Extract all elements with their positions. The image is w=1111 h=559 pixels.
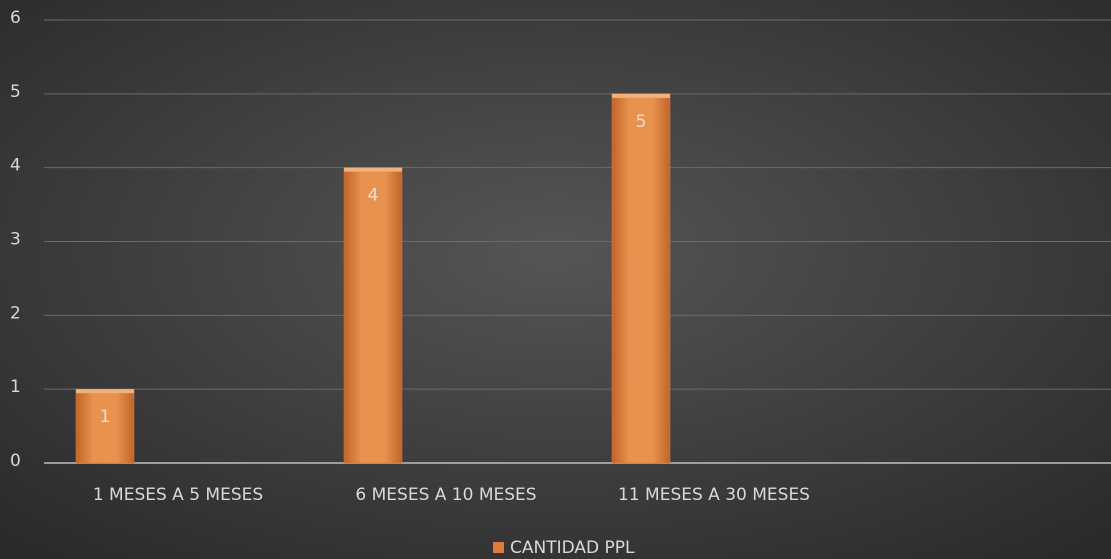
x-tick-label: 11 MESES A 30 MESES [618,485,810,505]
y-tick-label: 4 [10,156,21,176]
y-tick-label: 1 [10,377,21,397]
y-tick-label: 6 [10,8,21,28]
bar [611,93,671,464]
y-tick-label: 3 [10,230,21,250]
bar [75,388,135,464]
data-label: 5 [636,112,647,132]
x-tick-label: 6 MESES A 10 MESES [355,485,536,505]
y-tick-label: 5 [10,82,21,102]
bar-top [612,93,670,98]
legend-label: CANTIDAD PPL [510,538,635,558]
y-tick-label: 2 [10,303,21,323]
x-tick-label: 1 MESES A 5 MESES [93,485,263,505]
data-label: 1 [100,407,111,427]
legend-marker [493,542,504,553]
bar [343,167,403,464]
y-tick-label: 0 [10,451,21,471]
data-label: 4 [368,186,379,206]
bar-top [344,167,402,172]
bar-top [76,389,134,394]
